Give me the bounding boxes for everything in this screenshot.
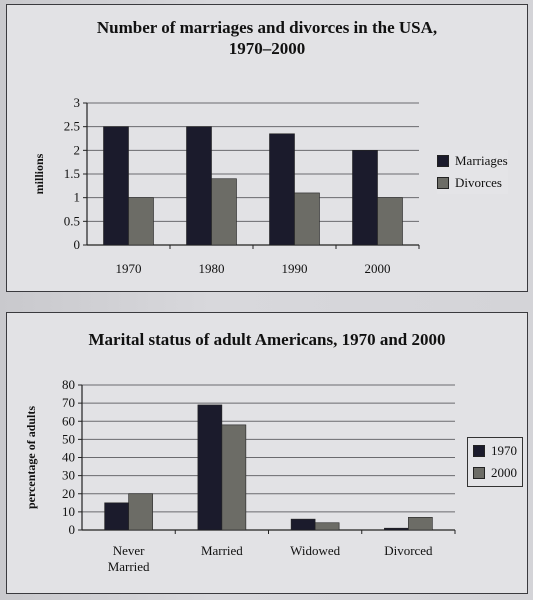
legend-swatch — [473, 445, 485, 457]
x-tick-label: 1970 — [116, 261, 142, 276]
y-tick-label: 30 — [62, 468, 75, 483]
bar-1970 — [290, 518, 316, 531]
bar-1970 — [384, 527, 409, 531]
bar-1970 — [197, 404, 223, 531]
chart-panel-marriages-divorces: Number of marriages and divorces in the … — [6, 4, 528, 292]
chart-legend: 1970 2000 — [467, 437, 523, 487]
x-tick-label: 1990 — [282, 261, 308, 276]
legend-item: 1970 — [473, 440, 517, 462]
legend-swatch — [437, 177, 449, 189]
bar-2000 — [221, 424, 247, 531]
x-tick-label: 2000 — [365, 261, 391, 276]
x-tick-label: 1980 — [199, 261, 225, 276]
x-tick-label: Married — [108, 559, 150, 574]
y-tick-label: 40 — [62, 450, 75, 465]
bar-divorces — [294, 192, 320, 246]
x-tick-label: Never — [113, 543, 145, 558]
y-tick-label: 0 — [74, 237, 81, 252]
legend-label: 1970 — [491, 443, 517, 458]
chart-title-line-1: Number of marriages and divorces in the … — [96, 18, 438, 37]
chart-panel-marital-status: Marital status of adult Americans, 1970 … — [6, 312, 528, 594]
chart-title: Number of marriages and divorces in the … — [7, 17, 527, 59]
x-tick-label: Married — [201, 543, 243, 558]
legend-label: Marriages — [455, 153, 508, 168]
y-tick-label: 80 — [62, 377, 75, 392]
y-tick-label: 50 — [62, 431, 75, 446]
y-tick-label: 3 — [74, 95, 81, 110]
bar-2000 — [128, 493, 153, 531]
legend-item: Divorces — [437, 172, 508, 194]
y-tick-label: 60 — [62, 413, 75, 428]
y-axis-label: millions — [32, 153, 46, 194]
y-tick-label: 2 — [74, 142, 81, 157]
chart-title: Marital status of adult Americans, 1970 … — [7, 329, 527, 350]
legend-label: Divorces — [455, 175, 502, 190]
bar-2000 — [408, 517, 433, 531]
chart-svg: 0 10 20 30 40 50 60 70 80 percentage of adults Nev… — [24, 377, 456, 574]
bar-1970 — [104, 502, 129, 531]
x-tick-label: Divorced — [384, 543, 433, 558]
chart-svg: 0 0.5 1 1.5 2 2.5 3 millions 1970 1980 1990 2000 — [32, 95, 420, 276]
y-tick-label: 0.5 — [64, 213, 80, 228]
bar-divorces — [128, 197, 154, 246]
legend-swatch — [437, 155, 449, 167]
x-tick-label: Widowed — [290, 543, 341, 558]
y-tick-label: 2.5 — [64, 119, 80, 134]
chart-legend: Marriages Divorces — [437, 150, 508, 194]
chart-title-line-1: Marital status of adult Americans, 1970 … — [88, 330, 446, 349]
legend-label: 2000 — [491, 465, 517, 480]
y-tick-label: 1.5 — [64, 166, 80, 181]
legend-item: Marriages — [437, 150, 508, 172]
legend-swatch — [473, 467, 485, 479]
y-axis-label: percentage of adults — [24, 406, 38, 509]
y-tick-label: 70 — [62, 395, 75, 410]
legend-item: 2000 — [473, 462, 517, 484]
y-tick-label: 1 — [74, 190, 81, 205]
bar-divorces — [211, 178, 237, 246]
y-tick-label: 0 — [69, 522, 76, 537]
bar-divorces — [377, 197, 403, 246]
bar-marriages — [186, 126, 212, 246]
bar-marriages — [103, 126, 129, 246]
y-tick-label: 20 — [62, 486, 75, 501]
bar-marriages — [352, 150, 378, 246]
chart-title-line-2: 1970–2000 — [228, 39, 306, 58]
bar-2000 — [314, 522, 340, 531]
bar-marriages — [269, 133, 295, 246]
y-tick-label: 10 — [62, 504, 75, 519]
